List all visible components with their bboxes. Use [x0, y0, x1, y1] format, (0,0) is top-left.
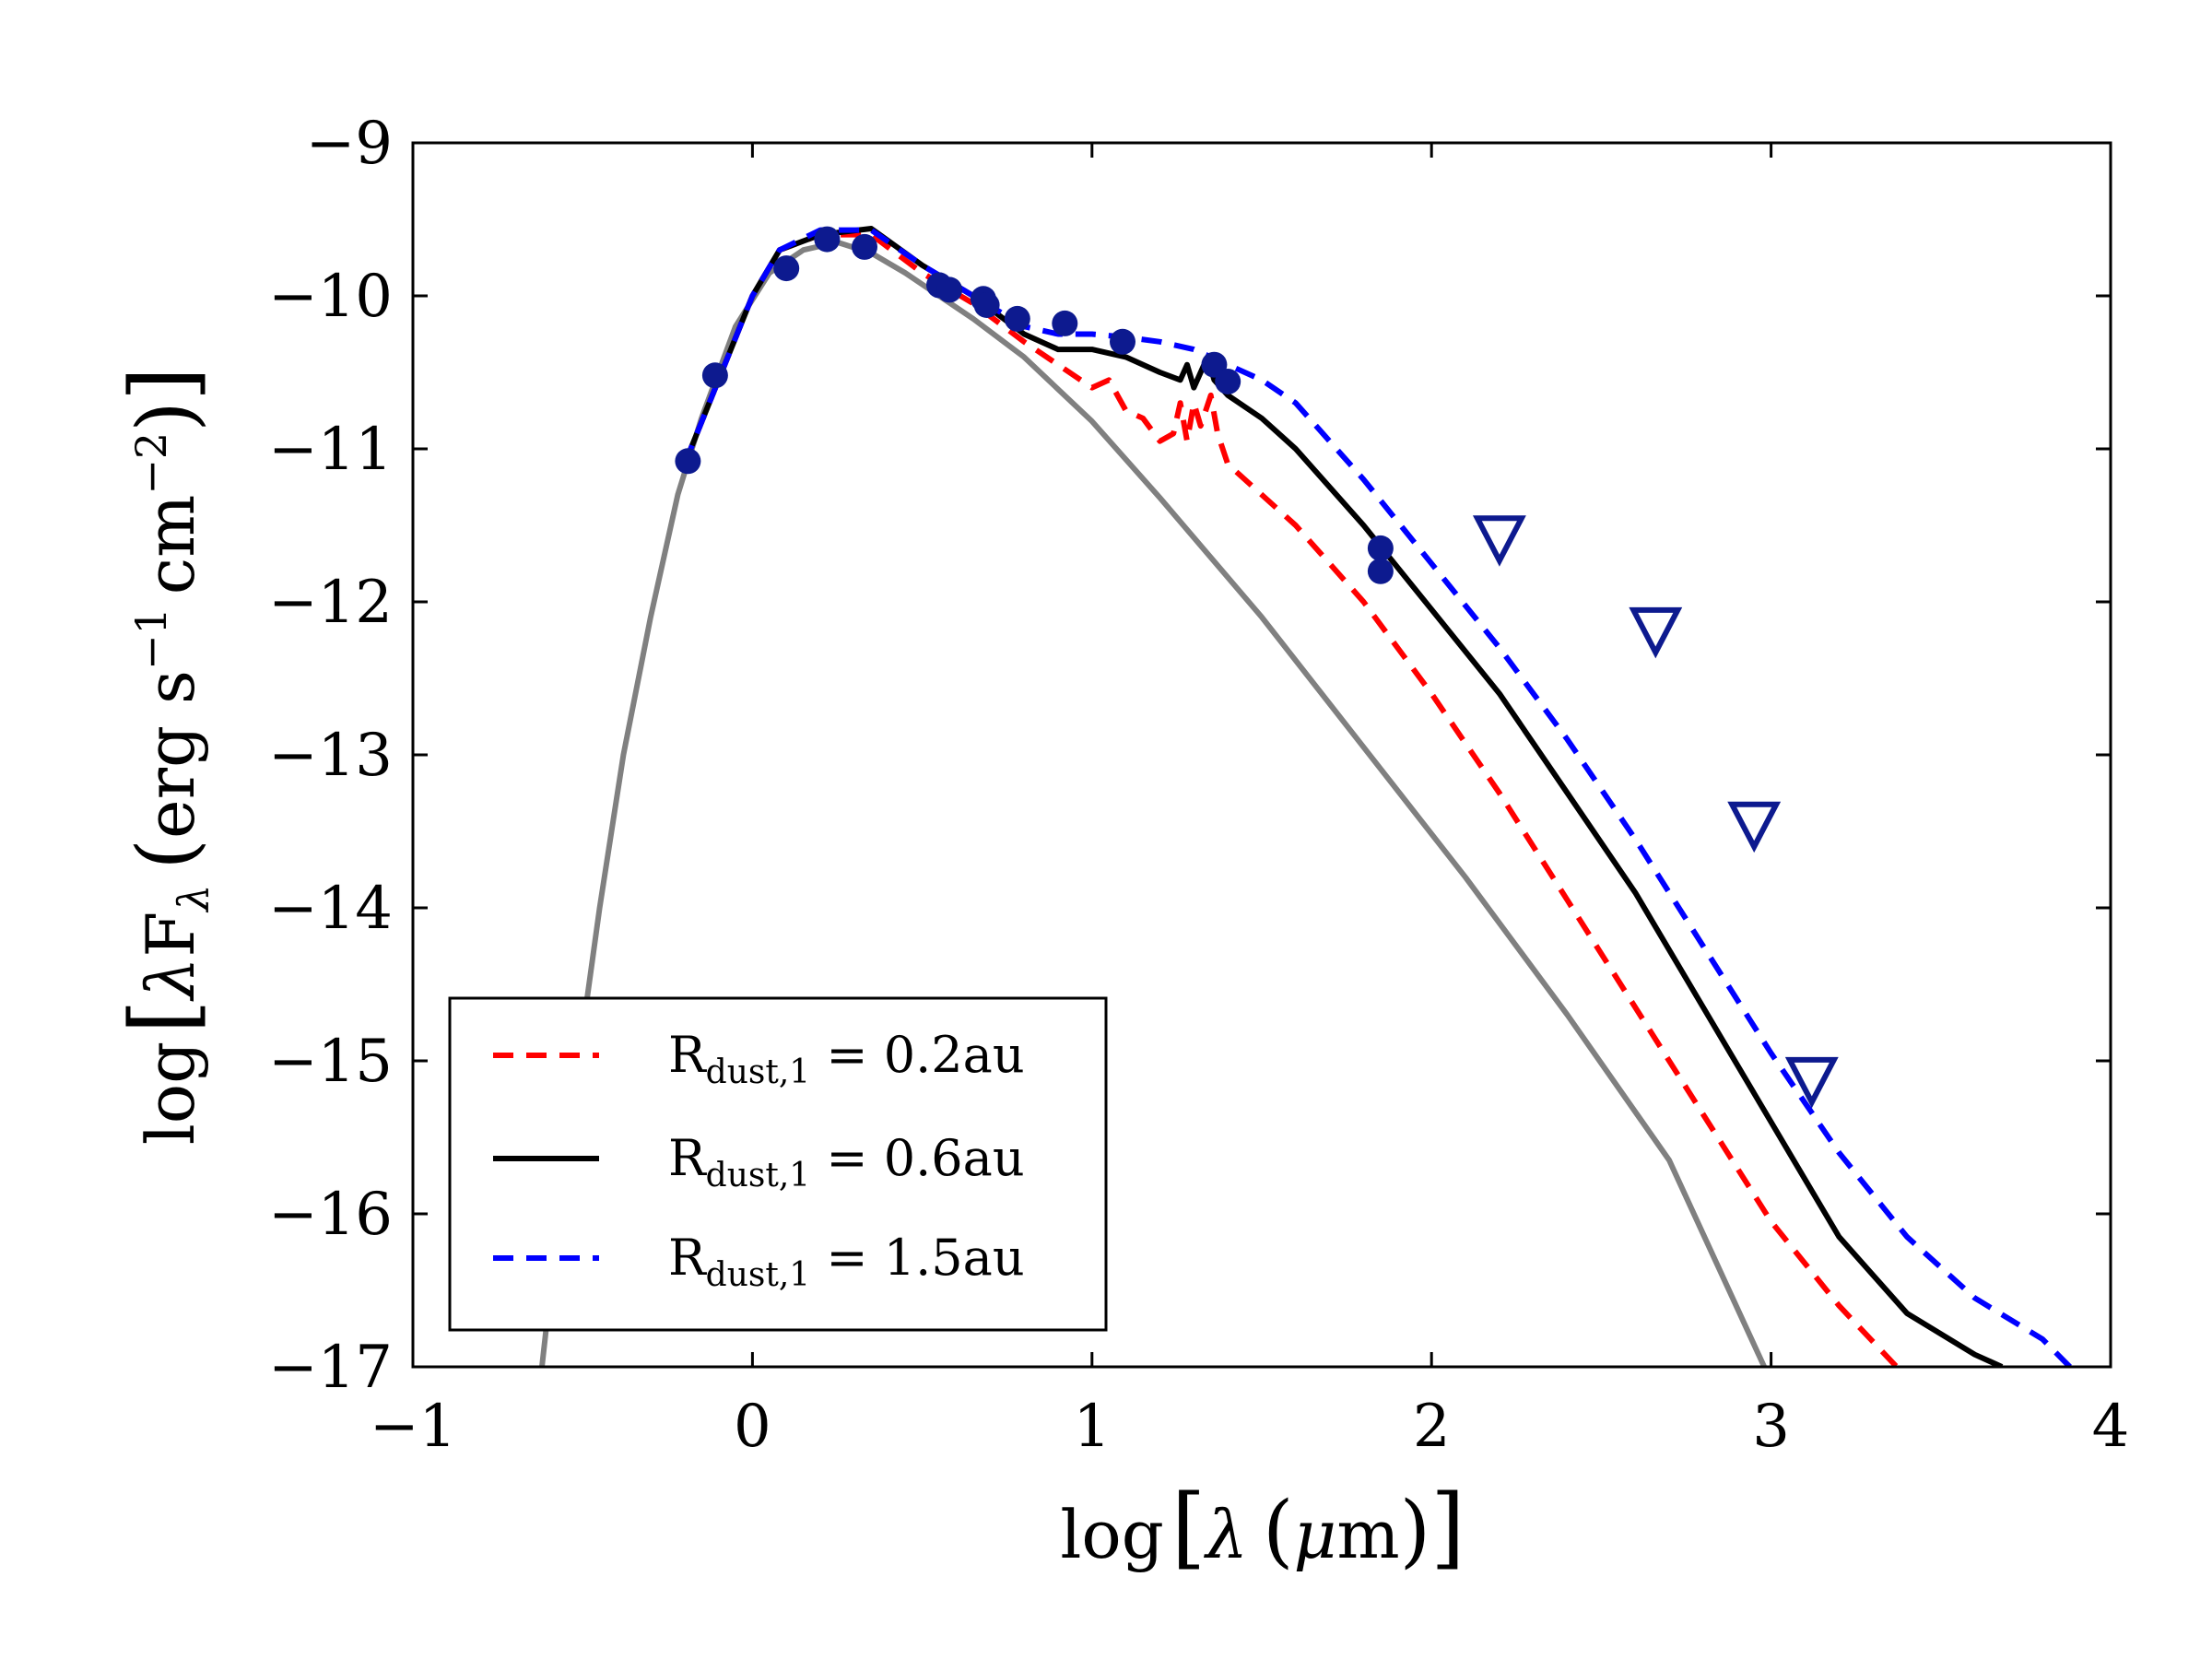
photometry-point — [1052, 310, 1078, 336]
upper-limit-marker — [1727, 801, 1782, 853]
y-tick-label: −17 — [268, 1334, 393, 1402]
photometry-point — [675, 448, 701, 475]
photometry-point — [1110, 328, 1135, 355]
x-axis-label: log[λ (μm)] — [1060, 1476, 1465, 1579]
photometry-point — [852, 233, 877, 260]
legend: Rdust,1 = 0.2au Rdust,1 = 0.6au Rdust,1 … — [448, 996, 1108, 1332]
y-axis-label: log[λFλ(erg s−1cm−2)] — [112, 367, 218, 1145]
y-tick-label: −13 — [268, 722, 393, 790]
legend-frame — [448, 996, 1108, 1332]
legend-entry-r02: Rdust,1 = 0.2au — [493, 1026, 1025, 1091]
y-axis-label-group: log[λFλ(erg s−1cm−2)] — [112, 367, 218, 1145]
photometry-point — [936, 276, 963, 303]
y-tick-label: −11 — [268, 416, 393, 484]
x-tick-label: 0 — [734, 1393, 771, 1461]
legend-label-r06: Rdust,1 = 0.6au — [668, 1129, 1025, 1194]
y-tick-label: −14 — [268, 875, 393, 943]
tick-layer: −1 0 1 2 3 4−17−16−15−14−13−12−11−10−9 — [268, 110, 2129, 1461]
x-tick-label: −1 — [370, 1393, 456, 1461]
photometry-point — [1215, 369, 1241, 394]
y-tick-label: −16 — [268, 1181, 393, 1249]
upper-limit-marker — [1472, 515, 1526, 567]
legend-label-r02: Rdust,1 = 0.2au — [668, 1026, 1025, 1091]
x-tick-label: 1 — [1073, 1393, 1111, 1461]
y-tick-label: −15 — [268, 1028, 393, 1096]
legend-entry-r06: Rdust,1 = 0.6au — [493, 1129, 1025, 1194]
y-tick-label: −12 — [268, 569, 393, 637]
y-tick-label: −10 — [268, 263, 393, 331]
legend-label-r15: Rdust,1 = 1.5au — [668, 1229, 1025, 1294]
y-tick-label: −9 — [306, 110, 393, 178]
photometry-point — [973, 292, 1000, 318]
series-model_r02 — [681, 231, 1900, 1367]
photometry-point — [773, 255, 800, 282]
x-tick-label: 4 — [2092, 1393, 2130, 1461]
upper-limit-marker — [1784, 1056, 1839, 1109]
photometry-point — [1367, 535, 1394, 561]
x-tick-label: 2 — [1413, 1393, 1451, 1461]
x-tick-label: 3 — [1752, 1393, 1790, 1461]
photometry-point — [814, 226, 841, 253]
upper-limit-marker — [1629, 606, 1683, 659]
photometry-point — [701, 362, 728, 389]
legend-entry-r15: Rdust,1 = 1.5au — [493, 1229, 1025, 1294]
series-model_r15 — [681, 227, 2072, 1367]
photometry-point — [1004, 305, 1030, 332]
photometry-point — [1367, 558, 1394, 584]
marker-layer — [675, 226, 1839, 1109]
